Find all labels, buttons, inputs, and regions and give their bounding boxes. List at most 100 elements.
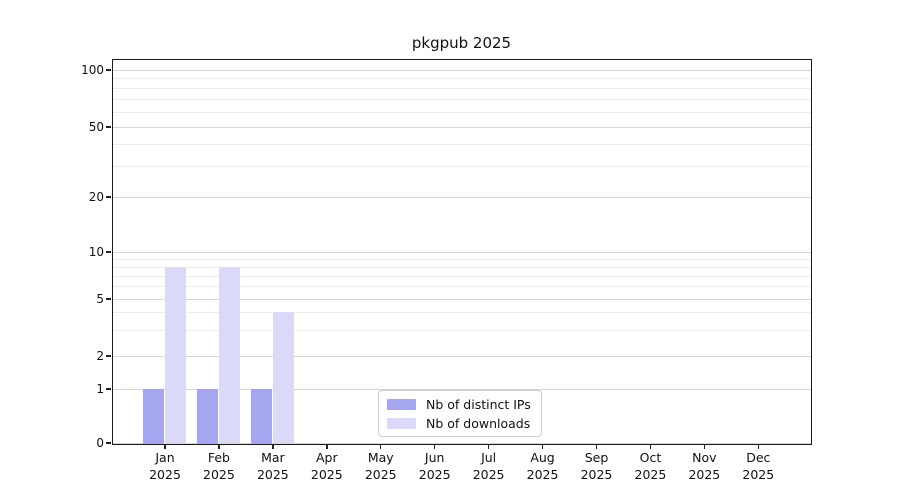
x-tick-label: Oct 2025 — [620, 449, 680, 483]
y-gridline-major — [112, 126, 811, 128]
x-tick-mark — [487, 444, 490, 449]
y-gridline-major — [112, 442, 811, 444]
y-tick-mark — [106, 126, 111, 128]
x-tick-label-year: 2025 — [580, 467, 613, 482]
x-tick-label-year: 2025 — [688, 467, 721, 482]
legend-label-distinct-ips: Nb of distinct IPs — [426, 397, 531, 412]
x-tick-label-month: Nov — [692, 450, 717, 465]
chart-title: pkgpub 2025 — [411, 34, 512, 52]
x-tick-label-year: 2025 — [149, 467, 181, 482]
y-gridline-minor — [112, 275, 811, 277]
x-tick-mark — [218, 444, 220, 449]
x-tick-mark — [433, 444, 436, 449]
y-gridline-minor — [112, 143, 811, 145]
y-gridline-minor — [112, 312, 811, 314]
y-tick-mark — [106, 69, 111, 71]
y-gridline-major — [112, 69, 811, 71]
x-tick-label-year: 2025 — [526, 467, 559, 482]
y-tick-mark — [106, 251, 111, 253]
x-tick-label-year: 2025 — [472, 467, 505, 482]
x-tick-mark — [757, 444, 760, 449]
y-tick-mark — [106, 388, 111, 390]
x-tick-mark — [379, 444, 382, 449]
y-gridline-major — [112, 355, 811, 357]
x-tick-mark — [595, 444, 598, 449]
x-tick-label-month: Jul — [481, 450, 497, 465]
x-tick-label-year: 2025 — [310, 467, 343, 482]
x-tick-label: Nov 2025 — [674, 449, 734, 483]
y-tick-label: 100 — [81, 63, 104, 77]
x-tick-label: Aug 2025 — [513, 449, 573, 483]
legend-swatch-downloads — [387, 418, 416, 429]
y-gridline-minor — [112, 98, 811, 100]
legend: Nb of distinct IPs Nb of downloads — [378, 390, 542, 437]
y-gridline-minor — [112, 258, 811, 260]
x-tick-label-month: Oct — [639, 450, 662, 465]
x-tick-label-month: Aug — [530, 450, 555, 465]
x-tick-label-year: 2025 — [418, 467, 451, 482]
y-gridline-minor — [112, 266, 811, 268]
legend-swatch-distinct-ips — [387, 399, 416, 410]
x-tick-label: Feb 2025 — [189, 449, 249, 483]
y-gridline-minor — [112, 165, 811, 167]
bar-s0-feb — [197, 388, 219, 444]
x-tick-label: May 2025 — [351, 449, 411, 483]
y-gridline-major — [112, 251, 811, 253]
y-tick-label: 50 — [88, 120, 104, 134]
bar-s1-mar — [272, 312, 295, 444]
x-tick-label: Dec 2025 — [728, 449, 788, 483]
x-tick-label-month: Mar — [261, 450, 285, 465]
x-tick-label: Jul 2025 — [459, 449, 519, 483]
y-gridline-minor — [112, 286, 811, 288]
x-tick-mark — [703, 444, 706, 449]
plot-area — [111, 58, 812, 445]
bar-s1-jan — [165, 266, 187, 444]
y-tick-label: 2 — [96, 349, 104, 363]
y-tick-mark — [106, 442, 111, 444]
legend-item-downloads: Nb of downloads — [387, 416, 532, 431]
x-tick-label-month: Jun — [424, 450, 445, 465]
y-tick-mark — [106, 298, 111, 300]
x-tick-mark — [272, 444, 274, 449]
legend-label-downloads: Nb of downloads — [426, 416, 531, 431]
x-tick-label-year: 2025 — [634, 467, 667, 482]
y-gridline-major — [112, 298, 811, 300]
x-tick-label-year: 2025 — [203, 467, 235, 482]
x-tick-label-month: Apr — [315, 450, 338, 465]
x-tick-label-month: Jan — [155, 450, 175, 465]
x-tick-label: Apr 2025 — [297, 449, 357, 483]
x-tick-mark — [164, 444, 166, 449]
y-tick-label: 10 — [88, 245, 104, 259]
y-gridline-major — [112, 388, 811, 390]
bar-s1-feb — [218, 266, 241, 444]
y-tick-label: 0 — [96, 436, 104, 450]
y-gridline-minor — [112, 330, 811, 332]
y-tick-label: 20 — [88, 190, 104, 204]
x-tick-label-year: 2025 — [256, 467, 289, 482]
y-gridline-minor — [112, 78, 811, 80]
x-tick-label-year: 2025 — [742, 467, 775, 482]
x-tick-label-year: 2025 — [364, 467, 397, 482]
bar-s0-mar — [250, 388, 273, 444]
y-gridline-major — [112, 196, 811, 198]
x-tick-mark — [326, 444, 328, 449]
x-tick-label: Jan 2025 — [135, 449, 195, 483]
x-tick-label: Sep 2025 — [566, 449, 626, 483]
y-tick-mark — [106, 196, 111, 198]
x-tick-mark — [541, 444, 544, 449]
bar-s0-jan — [143, 388, 165, 444]
y-tick-label: 5 — [96, 292, 104, 306]
x-tick-label: Mar 2025 — [243, 449, 303, 483]
y-tick-mark — [106, 355, 111, 357]
y-gridline-minor — [112, 111, 811, 113]
x-tick-label: Jun 2025 — [405, 449, 465, 483]
y-gridline-minor — [112, 87, 811, 89]
legend-item-distinct-ips: Nb of distinct IPs — [387, 397, 532, 412]
x-tick-label-month: Feb — [207, 450, 230, 465]
x-tick-mark — [649, 444, 652, 449]
y-tick-label: 1 — [96, 382, 104, 396]
x-tick-label-month: May — [367, 450, 394, 465]
x-tick-label-month: Sep — [584, 450, 609, 465]
x-tick-label-month: Dec — [746, 450, 771, 465]
